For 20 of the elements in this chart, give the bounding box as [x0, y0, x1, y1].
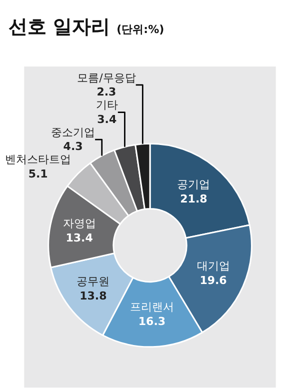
data-label: 4.3 — [63, 140, 83, 154]
slice-label: 자영업 — [62, 217, 96, 230]
data-label: 5.1 — [28, 168, 48, 181]
slice-label: 벤처스타트업 — [5, 153, 72, 166]
slice-label: 기타 — [96, 98, 118, 112]
slice-label: 중소기업 — [51, 126, 96, 139]
data-label: 19.6 — [200, 274, 228, 287]
data-label: 13.8 — [80, 289, 107, 302]
data-label: 16.3 — [138, 315, 166, 328]
data-label: 2.3 — [96, 86, 116, 99]
slice-label: 프리랜서 — [130, 300, 174, 314]
slice-label: 공기업 — [177, 178, 210, 192]
chart-subtitle: (단위:%) — [116, 22, 164, 36]
data-label: 13.4 — [66, 232, 94, 245]
chart-title: 선호 일자리 — [8, 16, 110, 38]
slice-label: 대기업 — [196, 259, 230, 272]
slice-label: 공무원 — [76, 275, 110, 288]
data-label: 21.8 — [180, 192, 208, 206]
slice-label: 모름/무응답 — [77, 71, 136, 84]
data-label: 3.4 — [97, 112, 117, 126]
